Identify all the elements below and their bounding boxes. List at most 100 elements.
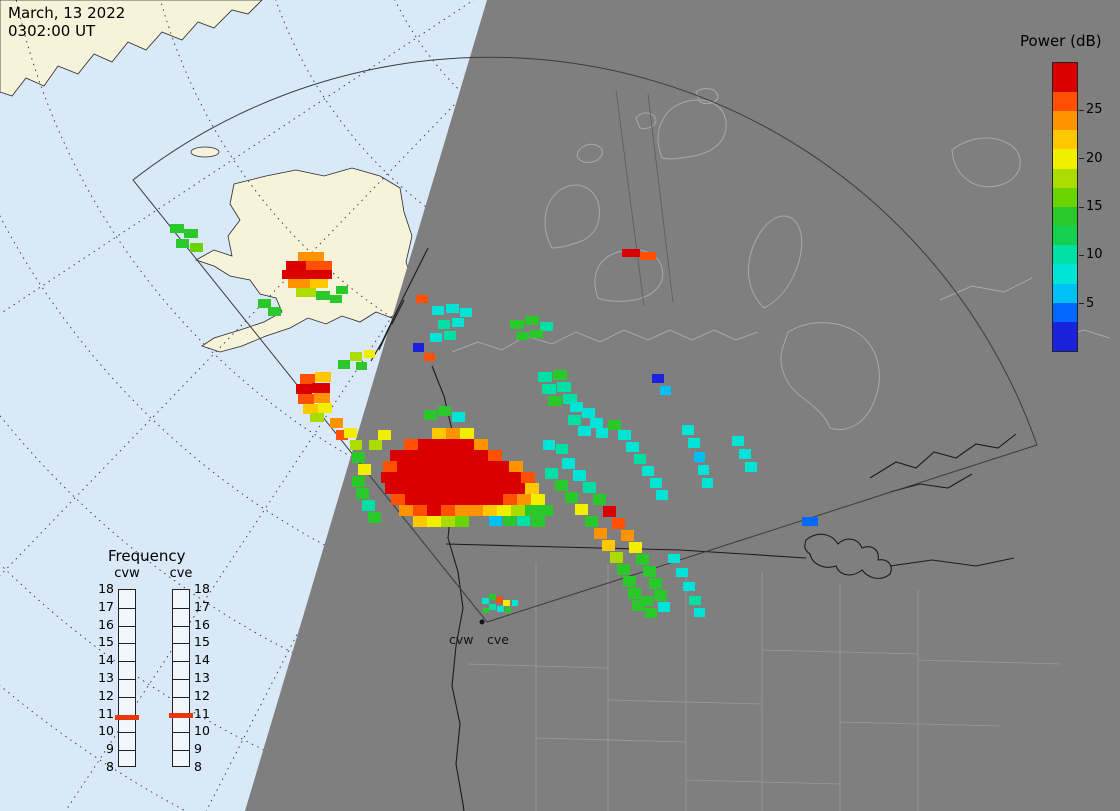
radar-echo-cell	[483, 483, 497, 494]
frequency-scale-label: 14	[194, 652, 210, 668]
radar-echo-cell	[397, 461, 411, 472]
radar-echo-cell	[676, 568, 688, 577]
radar-echo-cell	[413, 505, 427, 516]
time-text: 0302:00 UT	[8, 22, 96, 40]
colorbar-tick-label: 25	[1086, 102, 1103, 118]
timestamp: March, 13 2022 0302:00 UT	[8, 4, 125, 40]
frequency-scale-label: 8	[194, 759, 202, 774]
radar-echo-cell	[336, 430, 348, 440]
radar-echo-cell	[531, 494, 545, 505]
frequency-scale-label: 17	[194, 598, 210, 614]
radar-echo-cell	[432, 306, 444, 315]
frequency-marker-cve	[169, 713, 193, 719]
radar-echo-cell	[628, 588, 641, 599]
colorbar-segment	[1053, 322, 1077, 332]
radar-echo-layer	[170, 224, 818, 618]
radar-echo-cell	[427, 483, 441, 494]
radar-echo-cell	[525, 483, 539, 494]
radar-echo-cell	[582, 408, 595, 418]
radar-echo-cell	[539, 505, 553, 516]
siberia-land	[0, 0, 263, 97]
frequency-scale-label: 18	[98, 581, 114, 596]
frequency-ladder-cvw	[118, 589, 136, 767]
radar-echo-cell	[489, 594, 496, 600]
radar-echo-cell	[316, 291, 330, 300]
radar-echo-cell	[411, 461, 425, 472]
radar-echo-cell	[493, 472, 507, 483]
radar-echo-cell	[390, 450, 404, 461]
radar-echo-cell	[563, 394, 577, 404]
frequency-tick	[173, 679, 189, 680]
colorbar-tick	[1079, 158, 1084, 160]
radar-echo-cell	[176, 239, 189, 248]
radar-echo-cell	[474, 450, 488, 461]
radar-echo-cell	[455, 505, 469, 516]
radar-echo-cell	[643, 566, 656, 577]
radar-echo-cell	[632, 600, 645, 611]
radar-echo-cell	[503, 600, 510, 606]
frequency-scale-label: 9	[194, 741, 202, 757]
radar-echo-cell	[437, 472, 451, 483]
night-sector	[245, 0, 1120, 811]
radar-echo-cell	[556, 444, 568, 454]
frequency-scale-label: 15	[98, 634, 114, 650]
radar-echo-cell	[495, 461, 509, 472]
frequency-tick	[119, 714, 135, 716]
radar-echo-cell	[496, 597, 503, 603]
radar-echo-cell	[483, 505, 497, 516]
frequency-tick	[173, 607, 189, 609]
frequency-column-label-cvw: cvw	[114, 566, 140, 581]
radar-echo-cell	[418, 450, 432, 461]
radar-echo-cell	[444, 331, 456, 340]
radar-echo-cell	[626, 442, 639, 452]
radar-echo-cell	[352, 476, 365, 487]
radar-echo-cell	[439, 461, 453, 472]
radar-echo-cell	[399, 505, 413, 516]
radar-echo-cell	[545, 468, 558, 479]
radar-echo-cell	[358, 464, 371, 475]
radar-echo-cell	[512, 600, 518, 606]
frequency-scale-label: 15	[194, 634, 210, 650]
colorbar-segment	[1053, 197, 1077, 207]
radar-echo-cell	[446, 439, 460, 450]
colorbar-segment	[1053, 312, 1077, 323]
radar-echo-cell	[336, 286, 348, 294]
radar-echo-cell	[603, 506, 616, 517]
frequency-marker-cvw	[115, 715, 139, 721]
radar-echo-cell	[315, 372, 331, 382]
radar-echo-cell	[391, 494, 405, 505]
colorbar-segment	[1053, 293, 1077, 303]
radar-echo-cell	[565, 492, 578, 503]
radar-echo-cell	[482, 598, 489, 604]
radar-echo-cell	[369, 440, 382, 450]
frequency-tick	[173, 643, 189, 645]
radar-echo-cell	[467, 461, 481, 472]
radar-echo-cell	[460, 428, 474, 439]
radar-echo-cell	[623, 576, 636, 587]
radar-echo-cell	[399, 483, 413, 494]
radar-echo-cell	[578, 426, 591, 436]
radar-echo-cell	[438, 320, 450, 329]
radar-echo-cell	[505, 607, 511, 613]
radar-echo-cell	[416, 295, 428, 303]
radar-echo-cell	[432, 428, 446, 439]
radar-echo-cell	[446, 428, 460, 439]
islet-coast	[635, 112, 657, 129]
radar-echo-cell	[296, 288, 316, 297]
radar-echo-cell	[568, 415, 581, 425]
radar-echo-cell	[452, 412, 465, 422]
radar-echo-cell	[802, 517, 818, 526]
radar-echo-cell	[427, 505, 441, 516]
radar-echo-cell	[610, 552, 623, 563]
frequency-scale-label: 11	[98, 705, 114, 721]
frequency-tick	[173, 696, 189, 698]
radar-echo-cell	[296, 384, 312, 394]
radar-echo-cell	[306, 261, 332, 270]
radar-echo-cell	[282, 270, 306, 279]
radar-echo-cell	[481, 461, 495, 472]
arctic-mainland-coast	[451, 329, 759, 353]
radar-echo-cell	[405, 494, 419, 505]
colorbar-segment	[1053, 187, 1077, 198]
radar-echo-cell	[668, 554, 680, 563]
